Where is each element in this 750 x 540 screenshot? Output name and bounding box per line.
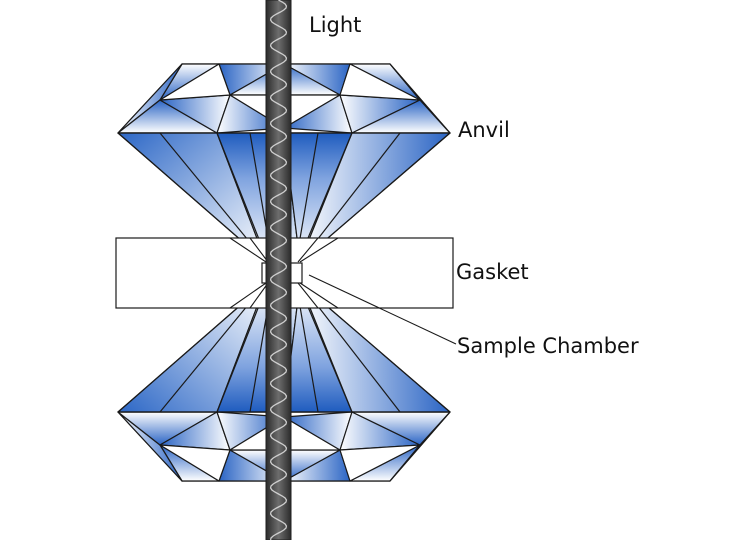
light-label: Light (309, 13, 362, 37)
sample-chamber-leader-line (308, 274, 457, 345)
light-wave (269, 0, 288, 540)
gasket-label: Gasket (456, 260, 529, 284)
light-beam (265, 0, 292, 540)
sample-chamber-label: Sample Chamber (457, 334, 639, 358)
anvil-label: Anvil (458, 118, 510, 142)
